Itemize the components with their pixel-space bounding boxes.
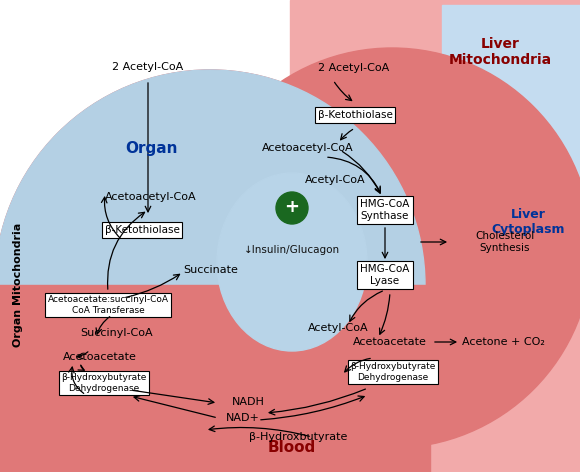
Circle shape (192, 48, 580, 448)
Text: β-Hydroxybutyrate
Dehydrogenase: β-Hydroxybutyrate Dehydrogenase (350, 362, 436, 382)
Text: Acetone + CO₂: Acetone + CO₂ (462, 337, 545, 347)
Text: Acetyl-CoA: Acetyl-CoA (308, 323, 369, 333)
Text: Liver
Mitochondria: Liver Mitochondria (448, 37, 552, 67)
Bar (290, 0, 580, 472)
Circle shape (276, 192, 308, 224)
Text: β-Hydroxbutyrate: β-Hydroxbutyrate (249, 432, 347, 442)
Text: Organ: Organ (126, 141, 178, 155)
Text: Cholesterol
Synthesis: Cholesterol Synthesis (476, 231, 535, 253)
Text: 2 Acetyl-CoA: 2 Acetyl-CoA (113, 62, 184, 72)
Text: ↓Insulin/Glucagon: ↓Insulin/Glucagon (244, 245, 340, 255)
Text: Acetoacetate: Acetoacetate (63, 352, 137, 362)
Text: Acetoacetate:succinyl-CoA
CoA Transferase: Acetoacetate:succinyl-CoA CoA Transferas… (48, 295, 169, 315)
Text: Organ Mitochondria: Organ Mitochondria (13, 223, 23, 347)
Text: 2 Acetyl-CoA: 2 Acetyl-CoA (318, 63, 389, 73)
Bar (0, 285, 430, 472)
Circle shape (0, 70, 425, 472)
Text: β-Ketothiolase: β-Ketothiolase (318, 110, 393, 120)
Text: NAD+: NAD+ (226, 413, 260, 423)
Text: Succinate: Succinate (183, 265, 238, 275)
Text: Blood: Blood (268, 440, 316, 455)
Text: β-Ketothiolase: β-Ketothiolase (104, 225, 179, 235)
Text: HMG-CoA
Synthase: HMG-CoA Synthase (360, 199, 409, 221)
Text: +: + (285, 198, 299, 216)
Text: Acetoacetyl-CoA: Acetoacetyl-CoA (262, 143, 354, 153)
Text: β-Hydroxybutyrate
Dehydrogenase: β-Hydroxybutyrate Dehydrogenase (61, 373, 147, 393)
Text: Acetoacetyl-CoA: Acetoacetyl-CoA (105, 192, 197, 202)
Text: Acetyl-CoA: Acetyl-CoA (305, 175, 365, 185)
Text: Liver
Cytoplasm: Liver Cytoplasm (491, 208, 565, 236)
Ellipse shape (217, 173, 367, 351)
Text: Succinyl-CoA: Succinyl-CoA (80, 328, 153, 338)
Text: Acetoacetate: Acetoacetate (353, 337, 427, 347)
Text: HMG-CoA
Lyase: HMG-CoA Lyase (360, 264, 409, 286)
Bar (442, 5, 580, 318)
Text: NADH: NADH (231, 397, 264, 407)
Circle shape (0, 70, 425, 472)
